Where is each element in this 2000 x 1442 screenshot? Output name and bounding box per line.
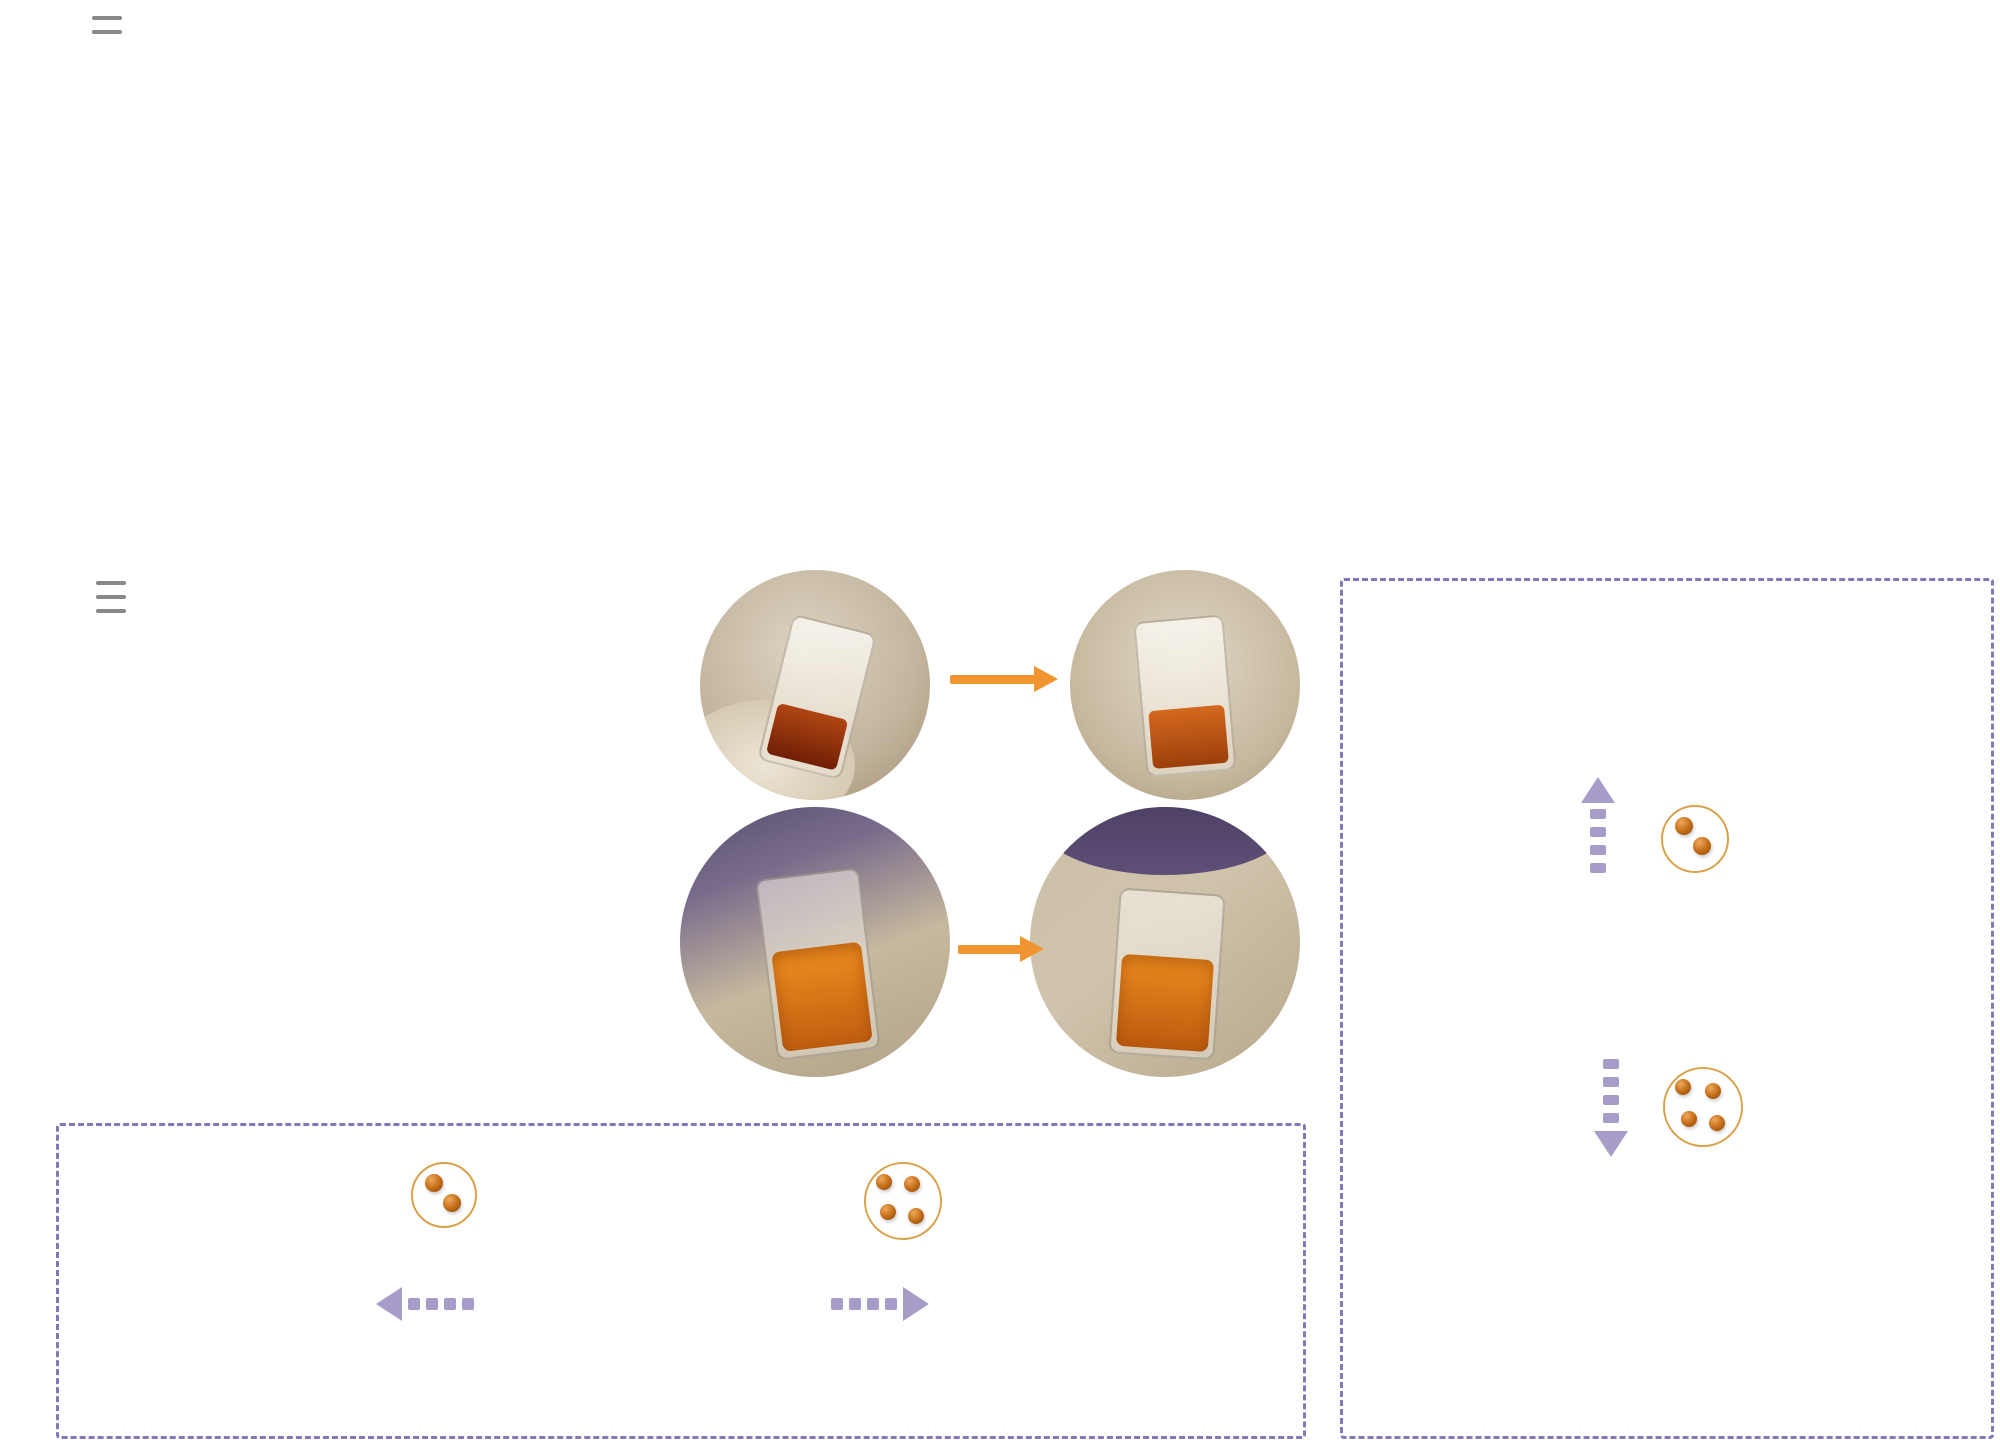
photo-mepbr-ctab bbox=[1070, 570, 1300, 800]
photo-ctab-mepbr bbox=[1030, 807, 1300, 1077]
c1s-chart-svg bbox=[738, 8, 1306, 400]
panel-c-br3d-xps-chart bbox=[1332, 2, 1992, 440]
arrow-right-icon bbox=[950, 666, 1058, 692]
vial bbox=[755, 867, 881, 1061]
arrow-dash bbox=[867, 1298, 879, 1310]
2br2-circle bbox=[864, 1162, 942, 1240]
arrow-dash bbox=[462, 1298, 474, 1310]
arrow-dash bbox=[1590, 809, 1606, 819]
legend-item bbox=[92, 30, 134, 34]
arrow-dash bbox=[408, 1298, 420, 1310]
bromine-atom bbox=[1705, 1083, 1721, 1099]
bromine-atom bbox=[1675, 817, 1693, 835]
arrow-right-icon bbox=[958, 936, 1044, 962]
vial bbox=[1108, 887, 1226, 1061]
br2-circle bbox=[1661, 805, 1729, 873]
2br2-circle bbox=[1663, 1067, 1743, 1147]
dft-box-mepbr bbox=[56, 1123, 1306, 1439]
arrow-right-icon bbox=[903, 1287, 929, 1321]
vial bbox=[757, 613, 877, 781]
liquid bbox=[771, 941, 873, 1052]
legend-swatch bbox=[92, 16, 122, 20]
liquid bbox=[1115, 953, 1215, 1053]
legend-swatch bbox=[96, 595, 126, 599]
liquid bbox=[1148, 704, 1229, 770]
vial bbox=[1133, 614, 1237, 778]
legend-swatch bbox=[92, 30, 122, 34]
arrow-left-icon bbox=[376, 1287, 402, 1321]
arrow-dash bbox=[1603, 1095, 1619, 1105]
backdrop bbox=[1040, 807, 1290, 875]
panel-d-uvvis-chart bbox=[8, 545, 662, 1085]
arrow-dash bbox=[849, 1298, 861, 1310]
legend-swatch bbox=[96, 581, 126, 585]
arrow-dash bbox=[1603, 1077, 1619, 1087]
panel-g-mepbr-dft bbox=[8, 1095, 1308, 1440]
bromine-atom bbox=[908, 1208, 924, 1224]
legend-item bbox=[96, 595, 138, 599]
panel-a-raman-chart bbox=[8, 2, 662, 440]
br2-circle bbox=[411, 1162, 477, 1228]
panel-b-c1s-xps-chart bbox=[668, 2, 1332, 440]
panel-f-ctab-dft bbox=[1322, 540, 2000, 1442]
arrow-dash bbox=[885, 1298, 897, 1310]
photo-mepbr bbox=[700, 570, 930, 800]
arrow-dash bbox=[1590, 827, 1606, 837]
legend bbox=[96, 581, 138, 613]
arrow-dash bbox=[426, 1298, 438, 1310]
arrow-dash bbox=[1603, 1113, 1619, 1123]
bromine-atom bbox=[1681, 1111, 1697, 1127]
legend-item bbox=[92, 16, 134, 20]
raman-chart-svg bbox=[64, 8, 656, 400]
bromine-atom bbox=[880, 1204, 896, 1220]
photo-ctab bbox=[680, 807, 950, 1077]
bromine-atom bbox=[443, 1194, 461, 1212]
arrow-up-icon bbox=[1581, 777, 1615, 803]
arrow-dash bbox=[1590, 845, 1606, 855]
bromine-atom bbox=[904, 1176, 920, 1192]
arrow-dash bbox=[444, 1298, 456, 1310]
bromine-atom bbox=[1693, 837, 1711, 855]
liquid bbox=[765, 702, 849, 771]
legend-swatch bbox=[96, 609, 126, 613]
legend-item bbox=[96, 609, 138, 613]
panel-e-photos bbox=[664, 545, 1314, 1090]
bromine-atom bbox=[876, 1174, 892, 1190]
bromine-atom bbox=[425, 1174, 443, 1192]
arrow-dash bbox=[831, 1298, 843, 1310]
br3d-chart-svg bbox=[1396, 8, 1966, 400]
arrow-dash bbox=[1603, 1059, 1619, 1069]
arrow-dash bbox=[1590, 863, 1606, 873]
legend bbox=[92, 16, 134, 34]
uvvis-chart-svg bbox=[78, 567, 652, 1045]
bromine-atom bbox=[1675, 1079, 1691, 1095]
dft-box-ctab bbox=[1340, 578, 1994, 1439]
legend-item bbox=[96, 581, 138, 585]
arrow-down-icon bbox=[1594, 1131, 1628, 1157]
bromine-atom bbox=[1709, 1115, 1725, 1131]
